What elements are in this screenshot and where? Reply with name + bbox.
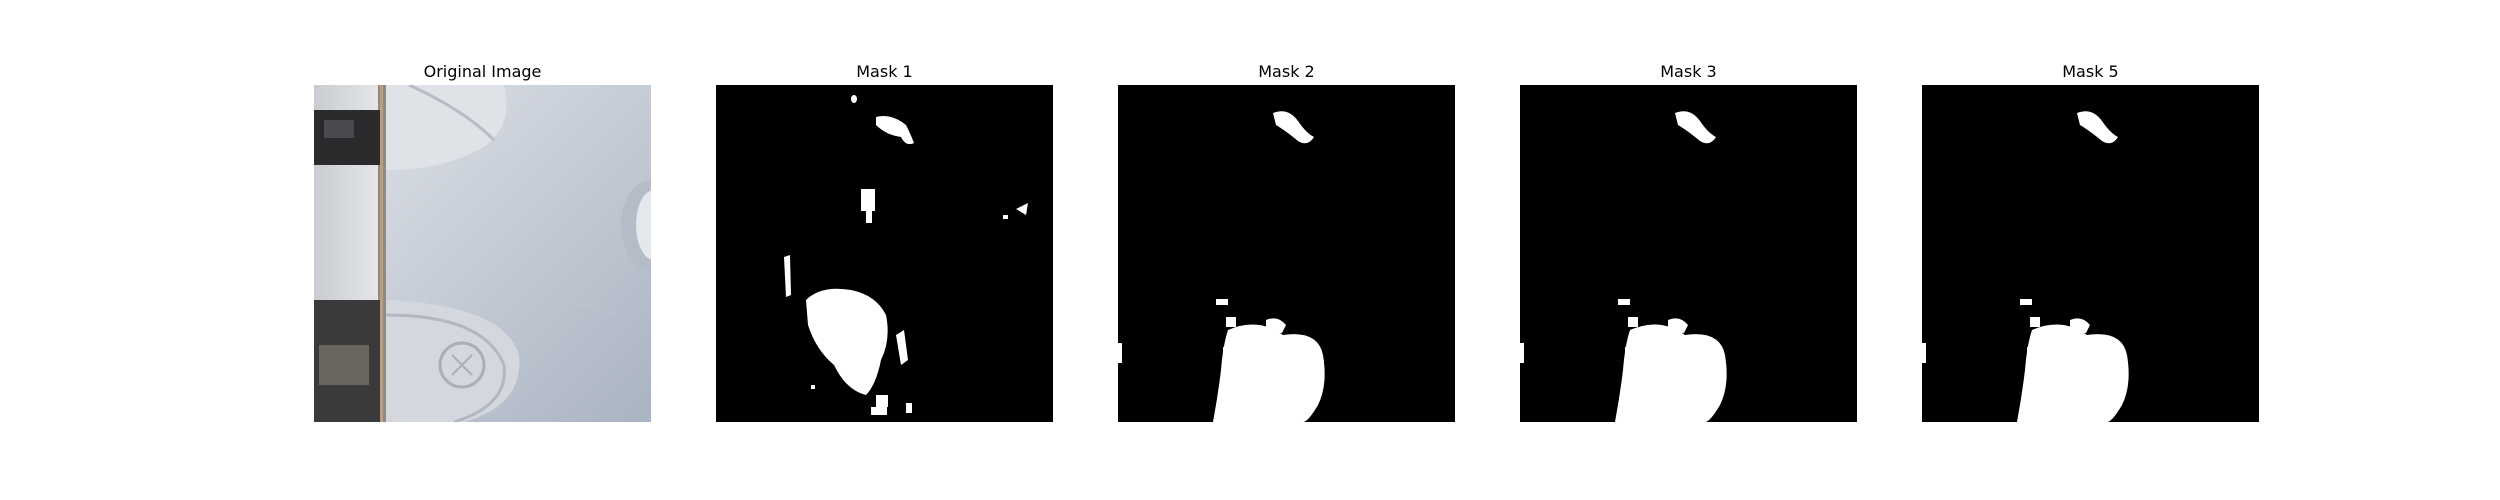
mask-3-image bbox=[1520, 85, 1857, 422]
panel-mask-1: Mask 1 bbox=[716, 60, 1053, 422]
mask-1-image bbox=[716, 85, 1053, 422]
mask-2-image bbox=[1118, 85, 1455, 422]
mask-5-image bbox=[1922, 85, 2259, 422]
panel-title: Mask 3 bbox=[1660, 62, 1717, 81]
mask-1-drawing bbox=[716, 85, 1053, 422]
panel-title: Mask 5 bbox=[2062, 62, 2119, 81]
mask-2-drawing bbox=[1118, 85, 1455, 422]
mask-3-drawing bbox=[1520, 85, 1857, 422]
panel-title: Original Image bbox=[423, 62, 542, 81]
panel-title: Mask 2 bbox=[1258, 62, 1315, 81]
original-image bbox=[314, 85, 651, 422]
panel-original-image: Original Image bbox=[314, 60, 651, 422]
original-photo-drawing bbox=[314, 85, 651, 422]
panel-mask-2: Mask 2 bbox=[1118, 60, 1455, 422]
panel-mask-3: Mask 3 bbox=[1520, 60, 1857, 422]
mask-5-drawing bbox=[1922, 85, 2259, 422]
panel-mask-5: Mask 5 bbox=[1922, 60, 2259, 422]
panel-title: Mask 1 bbox=[856, 62, 913, 81]
